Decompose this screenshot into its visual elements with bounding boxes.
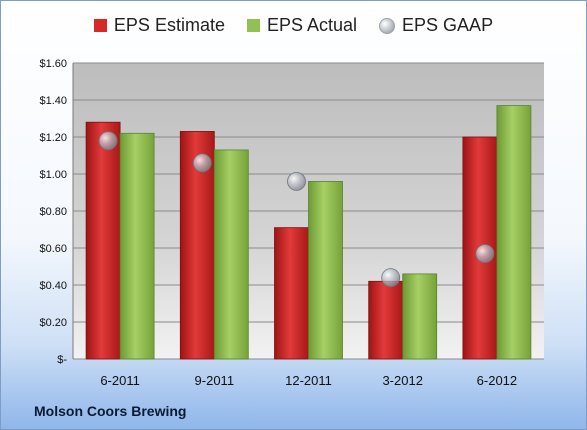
- y-tick-label: $1.40: [39, 95, 67, 107]
- y-tick-label: $1.20: [39, 132, 67, 144]
- bar-eps-actual: [496, 105, 532, 360]
- marker-eps-gaap: [287, 171, 306, 191]
- company-name: Molson Coors Brewing: [34, 403, 187, 419]
- bar-eps-estimate: [274, 227, 309, 360]
- legend-label-eps-gaap: EPS GAAP: [402, 15, 494, 35]
- x-tick-label: 6-2012: [477, 373, 517, 388]
- marker-eps-gaap: [381, 268, 401, 288]
- marker-eps-gaap: [192, 153, 212, 173]
- legend-swatch-eps-actual: [246, 19, 260, 32]
- y-tick-label: $0.80: [39, 206, 67, 218]
- legend: EPS Estimate EPS Actual EPS GAAP: [1, 15, 586, 36]
- x-tick-label: 9-2011: [195, 373, 235, 388]
- y-tick-label: $0.20: [39, 317, 67, 329]
- marker-eps-gaap: [475, 244, 495, 263]
- bar-eps-estimate: [368, 280, 404, 360]
- bar-eps-actual: [402, 273, 438, 360]
- x-tick-label: 3-2012: [382, 373, 422, 388]
- legend-marker-eps-gaap: [379, 17, 396, 34]
- marker-eps-gaap: [98, 131, 118, 151]
- legend-item-eps-estimate: EPS Estimate: [93, 15, 225, 36]
- bar-eps-actual: [213, 149, 249, 360]
- legend-item-eps-gaap: EPS GAAP: [379, 15, 493, 36]
- y-tick-label: $0.60: [39, 243, 67, 255]
- bar-eps-actual: [308, 180, 343, 360]
- legend-swatch-eps-estimate: [93, 19, 107, 32]
- y-tick-label: $1.00: [39, 169, 67, 181]
- x-tick-label: 12-2011: [285, 373, 332, 388]
- legend-item-eps-actual: EPS Actual: [246, 15, 358, 36]
- bar-eps-estimate: [85, 121, 121, 360]
- y-tick-label: $-: [57, 354, 67, 366]
- y-tick-label: $0.40: [39, 280, 67, 292]
- x-tick-label: 6-2011: [100, 373, 140, 388]
- bar-eps-actual: [119, 132, 155, 360]
- legend-label-eps-actual: EPS Actual: [266, 15, 358, 35]
- legend-label-eps-estimate: EPS Estimate: [113, 15, 225, 35]
- y-tick-label: $1.60: [39, 58, 67, 70]
